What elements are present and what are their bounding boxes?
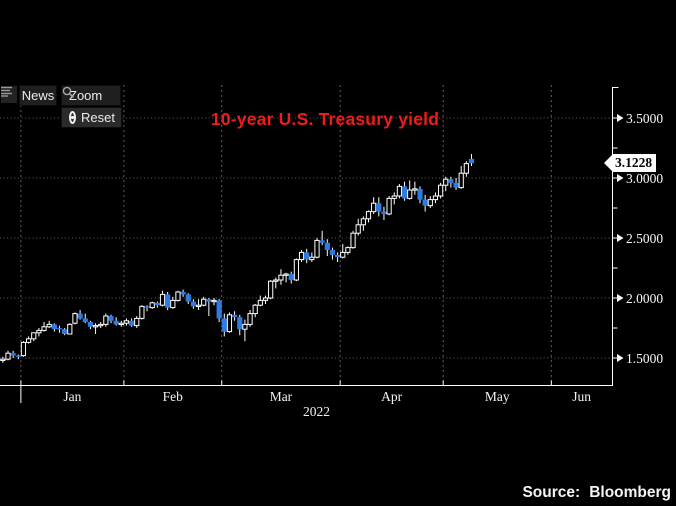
x-axis-month: Feb: [162, 389, 183, 404]
x-axis-month: Mar: [269, 389, 293, 404]
last-price-value: 3.1228: [613, 154, 657, 173]
zoom-button-label: Zoom: [69, 88, 103, 103]
x-axis-month: Jun: [572, 389, 592, 404]
magnifier-icon: [62, 86, 75, 99]
panel-menu-button[interactable]: [1, 86, 17, 103]
record-circle-icon: [69, 111, 76, 124]
reset-button[interactable]: Reset: [61, 107, 122, 128]
y-axis-label: 2.0000: [626, 290, 664, 306]
news-button-label: News: [21, 88, 55, 103]
x-axis-month: May: [484, 389, 510, 404]
y-axis-label: 2.5000: [626, 230, 664, 246]
price-arrow-icon: [604, 154, 613, 173]
x-axis-month: Jan: [63, 389, 82, 404]
x-axis-year: 2022: [302, 404, 330, 419]
source-value: Bloomberg: [589, 484, 671, 501]
zoom-button[interactable]: Zoom: [61, 85, 121, 106]
y-axis-label: 1.5000: [626, 350, 664, 366]
y-axis-label: 3.5000: [626, 110, 664, 126]
y-axis-label: 3.0000: [626, 170, 664, 186]
x-axis-month: Apr: [381, 389, 403, 404]
source-label: Source:: [522, 484, 581, 501]
reset-button-label: Reset: [81, 110, 115, 125]
list-icon: [1, 86, 12, 97]
chart-title: 10-year U.S. Treasury yield: [210, 109, 440, 129]
source-credit: Source: Bloomberg: [522, 484, 671, 502]
news-button[interactable]: News: [19, 85, 57, 106]
last-price-tag: 3.1228: [604, 154, 657, 173]
